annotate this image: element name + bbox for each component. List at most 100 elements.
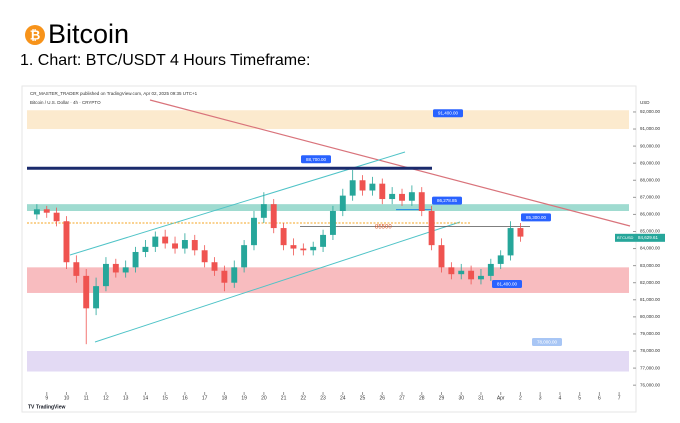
x-tick-label: 23: [320, 395, 326, 401]
candle-body: [418, 192, 425, 211]
candle-body: [517, 228, 524, 237]
x-tick-label: 9: [45, 395, 48, 401]
candle-body: [339, 195, 346, 211]
y-tick-label: 88,000.00: [640, 177, 661, 182]
x-tick-label: 30: [458, 395, 464, 401]
y-tick-label: 86,000.00: [640, 212, 661, 217]
marker-label: 85500: [375, 225, 392, 231]
candle-body: [112, 263, 119, 273]
channel-lower: [94, 221, 461, 343]
x-tick-label: 11: [84, 395, 89, 401]
x-tick-label: 26: [379, 395, 385, 401]
level-label: 86,278.85: [437, 198, 458, 203]
candle-body: [162, 236, 169, 244]
level-box: [492, 279, 522, 288]
bitcoin-symbol: ₿: [30, 27, 41, 42]
x-tick-label: 3: [539, 395, 542, 401]
x-tick-label: 16: [182, 395, 188, 401]
candle-body: [349, 180, 356, 196]
y-tick-label: 89,000.00: [640, 160, 661, 165]
level-box: [521, 213, 551, 222]
candle-body: [468, 270, 475, 280]
candle-body: [33, 209, 40, 215]
candle-body: [497, 255, 504, 264]
zone: [27, 204, 629, 211]
candle-body: [152, 236, 159, 247]
x-tick-label: 31: [478, 395, 484, 401]
x-tick-label: 22: [301, 395, 307, 401]
candle-body: [448, 267, 455, 275]
x-tick-label: 27: [399, 395, 405, 401]
x-tick-label: 6: [598, 395, 601, 401]
price-tag-value: 84,629.61: [638, 235, 659, 240]
candle-body: [251, 217, 257, 246]
candle-body: [191, 240, 198, 251]
price-tag: [615, 233, 665, 242]
candle-body: [181, 240, 188, 249]
candle-body: [428, 210, 435, 246]
candle-body: [142, 246, 149, 252]
y-tick-label: 83,000.00: [640, 263, 661, 268]
x-tick-label: 19: [241, 395, 247, 401]
y-tick-label: 77,000.00: [640, 365, 661, 370]
trend-line: [149, 99, 631, 227]
candle-body: [369, 183, 376, 191]
level-label: 88,700.00: [306, 157, 327, 162]
candle-body: [43, 209, 50, 213]
x-tick-label: 24: [340, 395, 346, 401]
candle-body: [83, 275, 90, 309]
y-tick-label: 90,000.00: [640, 143, 661, 148]
candle-body: [73, 262, 80, 276]
level-label: 91,400.00: [438, 111, 459, 116]
candle-body: [201, 250, 208, 263]
candle-body: [211, 262, 218, 271]
x-tick-label: 12: [103, 395, 109, 401]
level-box: [532, 338, 562, 347]
candle-body: [280, 228, 287, 246]
x-tick-label: 18: [222, 395, 228, 401]
y-tick-label: 80,000.00: [640, 314, 661, 319]
level-box: [433, 109, 463, 118]
y-tick-label: 79,000.00: [640, 331, 661, 336]
candle-body: [458, 270, 465, 275]
price-tag-name: BTCUSD: [617, 235, 634, 240]
page-title: Bitcoin: [48, 19, 129, 49]
candle-body: [310, 246, 317, 251]
publisher: CR_MASTER_TRADER published on TradingVie…: [30, 91, 198, 96]
x-tick-label: Apr: [497, 395, 505, 401]
candle-body: [260, 204, 267, 218]
candle-body: [408, 192, 415, 201]
y-tick-label: 76,000.00: [640, 382, 661, 387]
zone: [27, 110, 629, 130]
candle-body: [487, 263, 494, 276]
candle-body: [300, 248, 307, 251]
x-tick-label: 14: [143, 395, 149, 401]
bitcoin-icon: [25, 25, 45, 45]
candle-body: [102, 263, 109, 287]
y-tick-label: 81,000.00: [640, 297, 661, 302]
candle-body: [399, 193, 405, 201]
y-tick-label: 91,000.00: [640, 126, 661, 131]
x-tick-label: 15: [162, 395, 168, 401]
candle-body: [290, 245, 297, 249]
candle-body: [389, 193, 396, 200]
y-tick-label: 82,000.00: [640, 280, 661, 285]
symbol: Bitcoin / U.S. Dollar · 4h · CRYPTO: [30, 100, 101, 105]
x-tick-label: 7: [618, 395, 621, 401]
candle-body: [132, 251, 139, 268]
candle-body: [379, 183, 386, 200]
y-tick-label: 92,000.00: [640, 109, 661, 114]
brand: TradingView: [36, 404, 65, 410]
x-tick-label: 4: [559, 395, 562, 401]
y-tick-label: 84,000.00: [640, 246, 661, 251]
axis-unit: USD: [640, 100, 650, 105]
candle-body: [270, 204, 277, 229]
candle-body: [231, 267, 238, 283]
plot: 76,000.00 77,000.00 78,000.00 79,000.00 80,0…: [27, 99, 665, 401]
x-tick-label: 2: [519, 395, 522, 401]
y-tick-label: 78,000.00: [640, 348, 661, 353]
candle-body: [221, 270, 228, 283]
level-box: [432, 196, 462, 205]
candle-body: [122, 267, 129, 273]
